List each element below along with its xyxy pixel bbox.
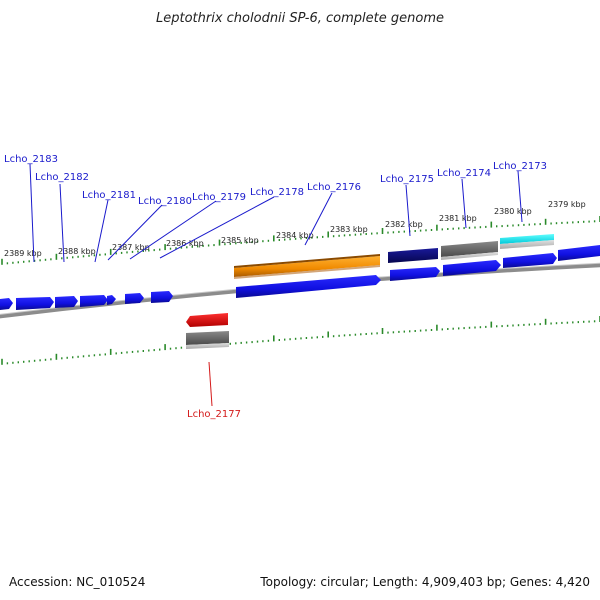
gene-feature[interactable] [186, 313, 228, 327]
tick-label: 2383 kbp [330, 225, 368, 234]
gene-feature[interactable] [441, 241, 498, 260]
gene-feature[interactable] [443, 260, 501, 276]
gene-feature[interactable] [55, 296, 78, 308]
label-leader-reverse [208, 361, 213, 407]
gene-feature[interactable] [558, 245, 600, 261]
gene-label[interactable]: Lcho_2177 [187, 409, 241, 420]
tick-label: 2388 kbp [58, 247, 96, 256]
gene-feature[interactable] [107, 295, 116, 305]
topology-text: Topology: circular; Length: 4,909,403 bp… [259, 575, 590, 589]
tick-label: 2387 kbp [112, 243, 150, 252]
tick-label: 2382 kbp [385, 220, 423, 229]
gene-label[interactable]: Lcho_2179 [192, 192, 246, 203]
tick-label: 2380 kbp [494, 207, 532, 216]
accession-text: Accession: NC_010524 [9, 575, 145, 589]
gene-feature[interactable] [500, 234, 554, 249]
gene-label[interactable]: Lcho_2176 [307, 182, 361, 193]
gene-label[interactable]: Lcho_2183 [4, 154, 58, 165]
label-leaders [29, 163, 523, 263]
gene-feature[interactable] [125, 293, 144, 304]
tick-label: 2389 kbp [4, 249, 42, 258]
gene-feature[interactable] [388, 248, 438, 263]
gene-label[interactable]: Lcho_2178 [250, 187, 304, 198]
tick-label: 2384 kbp [276, 231, 314, 240]
lower-tick-axis [1, 316, 600, 365]
gene-label[interactable]: Lcho_2174 [437, 168, 491, 179]
gene-feature[interactable] [186, 331, 229, 349]
gene-feature[interactable] [503, 253, 557, 268]
gene-label[interactable]: Lcho_2175 [380, 174, 434, 185]
gene-feature[interactable] [16, 297, 54, 310]
gene-label[interactable]: Lcho_2173 [493, 161, 547, 172]
tick-label: 2381 kbp [439, 214, 477, 223]
tick-label: 2379 kbp [548, 200, 586, 209]
map-title: Leptothrix cholodnii SP-6, complete geno… [156, 11, 444, 26]
gene-feature[interactable] [390, 267, 440, 281]
gene-feature[interactable] [234, 254, 380, 279]
gene-feature[interactable] [236, 275, 381, 298]
upper-tick-axis [1, 216, 600, 265]
gene-label[interactable]: Lcho_2181 [82, 190, 136, 201]
gene-label[interactable]: Lcho_2180 [138, 196, 192, 207]
gene-feature[interactable] [0, 298, 13, 310]
gene-feature[interactable] [151, 291, 173, 303]
gene-feature[interactable] [80, 295, 108, 307]
gene-label[interactable]: Lcho_2182 [35, 172, 89, 183]
tick-label: 2385 kbp [221, 236, 259, 245]
tick-label: 2386 kbp [166, 239, 204, 248]
